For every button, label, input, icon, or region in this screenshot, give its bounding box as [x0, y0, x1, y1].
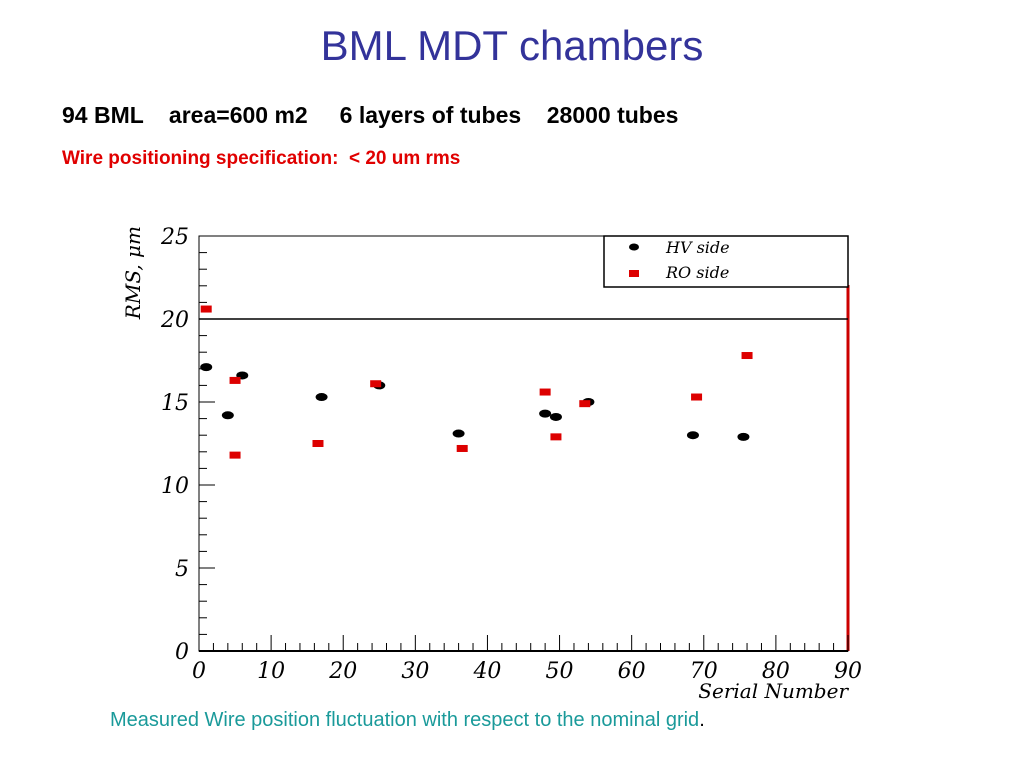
- legend-hv-label: HV side: [665, 238, 730, 257]
- hv-point: [737, 432, 750, 441]
- ro-point: [741, 352, 753, 360]
- x-tick-label: 20: [328, 659, 357, 684]
- bml-summary-line: 94 BML area=600 m2 6 layers of tubes 280…: [62, 102, 679, 128]
- y-tick-label: 25: [160, 225, 189, 250]
- ro-point: [370, 380, 382, 388]
- hv-point: [200, 363, 213, 372]
- y-tick-label: 0: [175, 640, 189, 665]
- plot-frame: [198, 235, 849, 652]
- hv-point: [549, 412, 562, 421]
- spec-line-text: Wire positioning specification: < 20 um …: [62, 148, 461, 169]
- x-tick-label: 80: [762, 659, 790, 684]
- x-tick-label: 60: [618, 659, 646, 684]
- ro-point: [229, 451, 241, 459]
- x-tick-label: 50: [546, 659, 574, 684]
- ro-point: [539, 388, 551, 396]
- x-tick-label: 40: [472, 659, 501, 684]
- x-tick-label: 90: [834, 659, 862, 684]
- hv-point: [221, 411, 234, 420]
- ro-point: [312, 440, 324, 447]
- caption-period: .: [699, 709, 705, 731]
- chart-caption: Measured Wire position fluctuation with …: [110, 709, 705, 732]
- ro-point: [200, 305, 212, 313]
- y-tick-label: 15: [161, 391, 189, 416]
- hv-point: [539, 409, 552, 418]
- x-tick-label: 0: [192, 659, 206, 684]
- slide-title: BML MDT chambers: [320, 22, 704, 69]
- hv-point: [452, 429, 465, 438]
- legend-ro-label: RO side: [665, 263, 729, 282]
- caption-text: Measured Wire position fluctuation with …: [110, 709, 700, 731]
- hv-point: [315, 393, 328, 402]
- legend-hv-marker: [629, 243, 639, 251]
- x-tick-label: 30: [401, 659, 429, 684]
- ro-point: [579, 400, 591, 408]
- ro-point: [229, 376, 241, 384]
- y-tick-label: 5: [175, 557, 189, 582]
- y-axis-title: RMS, μm: [121, 226, 145, 320]
- ro-point: [456, 444, 468, 452]
- ro-point: [691, 393, 703, 401]
- x-tick-label: 10: [257, 659, 285, 684]
- legend-box: [603, 235, 849, 288]
- hv-point: [686, 431, 699, 440]
- y-tick-label: 10: [161, 474, 189, 499]
- x-axis-title: Serial Number: [698, 679, 849, 703]
- legend-ro-marker: [629, 270, 639, 277]
- x-tick-label: 70: [690, 659, 718, 684]
- ro-point: [550, 433, 562, 441]
- y-tick-label: 20: [160, 308, 189, 333]
